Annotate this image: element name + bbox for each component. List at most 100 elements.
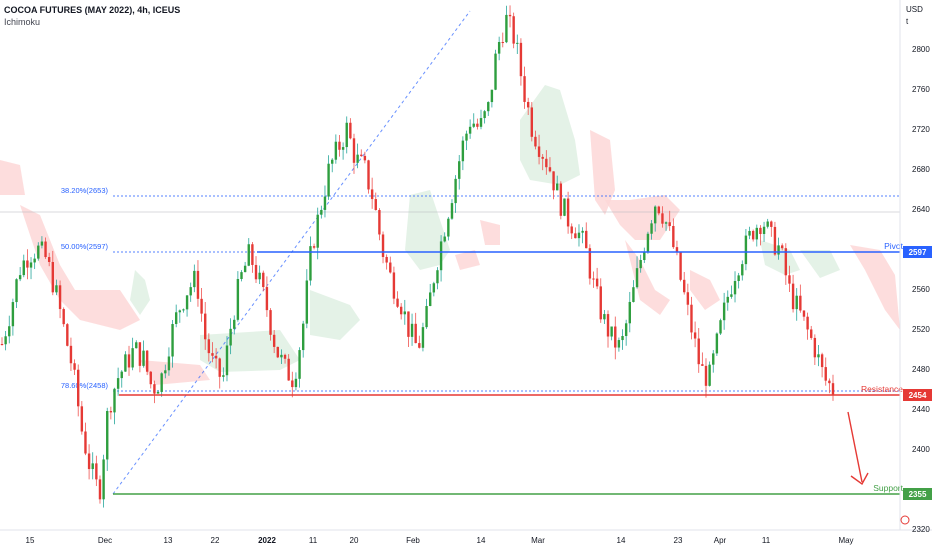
candle[interactable] (102, 459, 105, 500)
candle[interactable] (722, 302, 726, 321)
candle[interactable] (741, 264, 744, 276)
candle[interactable] (211, 353, 214, 356)
candle[interactable] (552, 171, 555, 191)
candle[interactable] (439, 241, 443, 271)
candle[interactable] (193, 270, 196, 288)
candle[interactable] (624, 323, 628, 337)
candle[interactable] (574, 233, 577, 239)
candle[interactable] (370, 189, 374, 200)
candle[interactable] (516, 42, 519, 44)
candle[interactable] (563, 198, 566, 216)
candle[interactable] (360, 154, 363, 156)
candle[interactable] (396, 298, 399, 307)
candle[interactable] (200, 298, 203, 314)
candle[interactable] (392, 272, 396, 299)
candle[interactable] (476, 123, 479, 127)
candle[interactable] (69, 345, 73, 364)
candle[interactable] (98, 479, 102, 500)
candle[interactable] (291, 380, 294, 388)
candle[interactable] (715, 333, 719, 354)
candle[interactable] (280, 354, 283, 358)
candle[interactable] (37, 245, 40, 259)
candle[interactable] (530, 107, 534, 137)
candle[interactable] (820, 354, 824, 368)
candle[interactable] (26, 260, 29, 268)
candle[interactable] (458, 161, 461, 179)
candle[interactable] (149, 371, 152, 385)
candle[interactable] (780, 245, 784, 249)
candle[interactable] (407, 311, 410, 337)
candle[interactable] (323, 196, 327, 210)
candle[interactable] (777, 245, 780, 255)
candle[interactable] (802, 310, 806, 317)
candle[interactable] (799, 295, 802, 311)
candle[interactable] (697, 338, 700, 365)
candle[interactable] (679, 252, 682, 280)
support-price-tag[interactable] (903, 488, 932, 500)
candle[interactable] (18, 275, 22, 280)
candle[interactable] (222, 375, 225, 377)
candle[interactable] (189, 287, 192, 296)
candle[interactable] (432, 283, 436, 293)
candle[interactable] (254, 264, 258, 280)
candle[interactable] (385, 256, 388, 263)
candle[interactable] (414, 323, 417, 344)
candle[interactable] (784, 248, 788, 276)
candle[interactable] (142, 350, 145, 366)
candle[interactable] (795, 295, 798, 310)
candle[interactable] (704, 365, 708, 386)
candle[interactable] (389, 262, 392, 273)
candle[interactable] (733, 281, 737, 295)
candle[interactable] (646, 233, 650, 252)
candle[interactable] (4, 336, 7, 345)
candle[interactable] (243, 265, 247, 273)
candle[interactable] (11, 302, 15, 327)
candle[interactable] (686, 292, 690, 305)
candle[interactable] (635, 268, 639, 288)
candle[interactable] (494, 53, 497, 90)
candle[interactable] (378, 210, 381, 235)
candle[interactable] (73, 363, 76, 370)
candle[interactable] (258, 272, 261, 280)
candle[interactable] (556, 183, 559, 191)
candle[interactable] (91, 463, 94, 470)
candle[interactable] (632, 287, 635, 302)
candle[interactable] (828, 380, 831, 384)
candle[interactable] (483, 111, 486, 119)
candle[interactable] (487, 102, 490, 112)
candle[interactable] (806, 316, 809, 330)
candle[interactable] (606, 314, 610, 337)
candle[interactable] (447, 218, 450, 237)
candle[interactable] (450, 203, 454, 219)
candle[interactable] (737, 275, 740, 282)
candle[interactable] (84, 431, 87, 454)
candle[interactable] (791, 283, 795, 310)
candle[interactable] (218, 358, 221, 377)
candle[interactable] (272, 334, 276, 347)
candle[interactable] (283, 354, 287, 359)
candle[interactable] (338, 141, 341, 150)
candle[interactable] (316, 214, 319, 248)
candle[interactable] (523, 76, 526, 102)
candle[interactable] (653, 206, 657, 224)
candle[interactable] (47, 257, 51, 262)
candle[interactable] (708, 364, 711, 386)
candle[interactable] (639, 260, 642, 269)
candle[interactable] (58, 285, 62, 310)
candle[interactable] (672, 226, 675, 248)
candle[interactable] (610, 326, 613, 337)
candle[interactable] (251, 244, 254, 265)
pivot-price-tag[interactable] (903, 246, 932, 258)
candle[interactable] (356, 154, 359, 163)
candle[interactable] (22, 260, 25, 276)
candle[interactable] (675, 247, 679, 253)
candle[interactable] (40, 241, 44, 246)
candle[interactable] (363, 155, 367, 161)
candle[interactable] (425, 306, 428, 328)
candle[interactable] (566, 198, 570, 227)
candle[interactable] (748, 230, 751, 236)
candle[interactable] (106, 410, 109, 460)
candle[interactable] (171, 324, 174, 357)
candle[interactable] (570, 226, 573, 234)
